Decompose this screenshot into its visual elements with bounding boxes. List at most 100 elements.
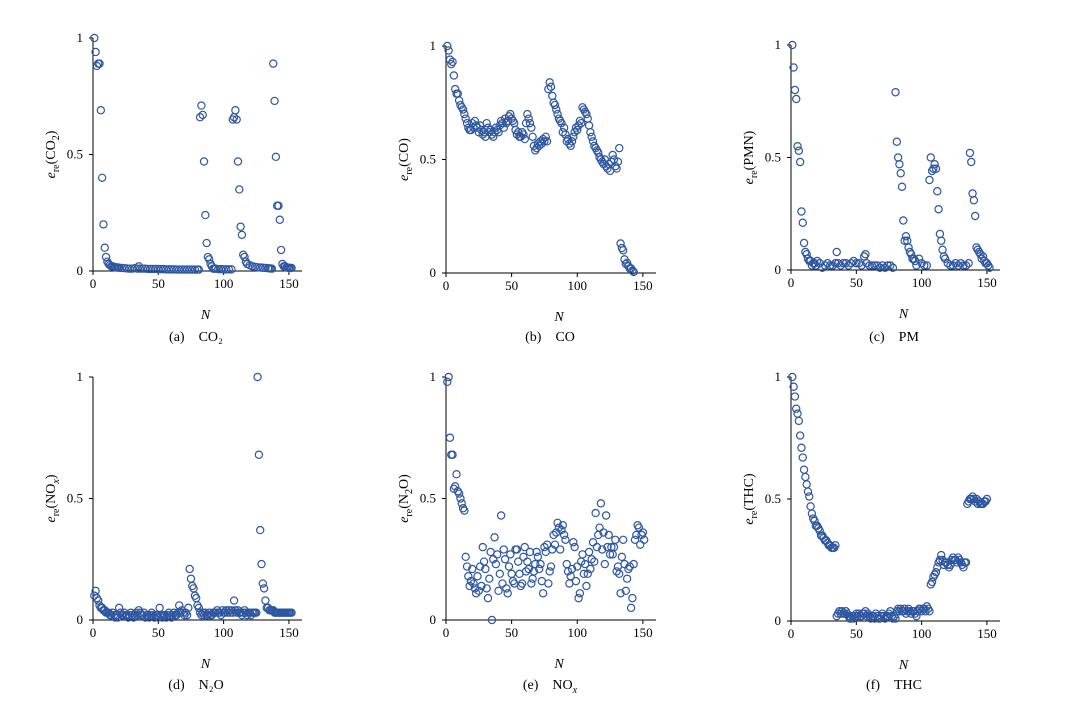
data-point (257, 559, 266, 569)
data-point (482, 584, 491, 593)
data-point (792, 404, 801, 413)
data-point (258, 579, 268, 588)
data-point (256, 525, 265, 535)
data-point (615, 143, 624, 153)
data-point (959, 261, 968, 270)
data-point (274, 201, 283, 210)
data-point (540, 542, 549, 552)
x-tick-label: 0 (788, 275, 795, 290)
data-point (618, 246, 628, 255)
data-point (570, 542, 579, 552)
data-point (925, 175, 934, 185)
data-point (287, 263, 296, 273)
data-point (464, 572, 473, 581)
data-point (479, 557, 489, 566)
data-point (618, 535, 628, 545)
data-point (197, 101, 206, 110)
panel-caption: (b) CO (480, 330, 620, 346)
data-point (261, 263, 270, 273)
x-axis-label: N (553, 657, 564, 672)
data-point (844, 261, 853, 270)
y-axis-label: ere(THC) (742, 473, 760, 525)
data-point (865, 261, 874, 270)
data-point (854, 259, 864, 268)
data-point (445, 433, 455, 442)
data-point (629, 559, 638, 569)
data-point (275, 215, 284, 224)
y-axis-label: ere(CO2) (44, 130, 62, 178)
data-point (875, 263, 885, 272)
data-point (271, 152, 281, 162)
data-point (891, 88, 900, 97)
data-point (982, 494, 992, 504)
data-point (831, 541, 840, 550)
data-point (490, 533, 499, 542)
data-point (639, 535, 649, 545)
data-point (985, 263, 994, 272)
data-point (532, 143, 541, 153)
y-tick-label: 1 (430, 369, 437, 384)
data-point (582, 109, 591, 119)
data-point (125, 264, 134, 273)
data-point (839, 259, 848, 268)
data-point (904, 243, 913, 252)
panel-label: (e) (522, 678, 539, 693)
data-point (155, 603, 164, 613)
panel-name: PM (898, 330, 919, 345)
data-point (807, 509, 817, 518)
data-point (191, 593, 201, 603)
data-point (146, 264, 155, 274)
data-point (571, 576, 581, 586)
data-point (503, 589, 512, 598)
data-point (94, 596, 103, 605)
data-point (549, 530, 558, 540)
data-point (520, 542, 529, 552)
data-point (100, 243, 109, 252)
data-point (498, 579, 507, 588)
x-tick-label: 150 (279, 276, 299, 291)
data-point (120, 264, 129, 273)
data-point (873, 261, 882, 270)
data-point (933, 187, 942, 196)
y-tick-label: 1 (77, 369, 84, 384)
data-point (976, 250, 985, 259)
data-point (569, 132, 578, 141)
data-point (587, 555, 596, 564)
x-tick-label: 100 (214, 625, 234, 640)
panel-label: (b) (525, 330, 542, 345)
data-point (498, 118, 507, 128)
data-point (599, 528, 608, 537)
data-point (917, 259, 926, 268)
panel-name: THC (894, 678, 922, 693)
x-axis-label: N (898, 307, 909, 322)
data-point (558, 521, 568, 530)
data-point (586, 564, 595, 574)
x-tick-label: 150 (279, 625, 299, 640)
data-point (489, 132, 498, 141)
data-point (600, 559, 610, 569)
data-point (930, 160, 939, 169)
data-point (553, 109, 562, 119)
data-point (232, 115, 241, 124)
data-point (473, 572, 482, 581)
data-point (276, 245, 286, 255)
data-point (789, 382, 798, 391)
data-point (576, 118, 586, 128)
data-point (114, 263, 124, 272)
data-point (579, 569, 589, 579)
data-point (628, 266, 637, 275)
data-point (189, 584, 198, 593)
panel-label: (c) (869, 330, 885, 345)
data-point (507, 569, 516, 579)
data-point (477, 581, 486, 591)
data-point (603, 164, 612, 173)
data-point (587, 132, 596, 141)
data-point (584, 547, 594, 557)
data-point (592, 542, 602, 552)
data-point (584, 121, 594, 130)
x-tick-label: 50 (152, 625, 165, 640)
panel-name: N₂O (198, 678, 224, 693)
data-point (494, 586, 503, 596)
